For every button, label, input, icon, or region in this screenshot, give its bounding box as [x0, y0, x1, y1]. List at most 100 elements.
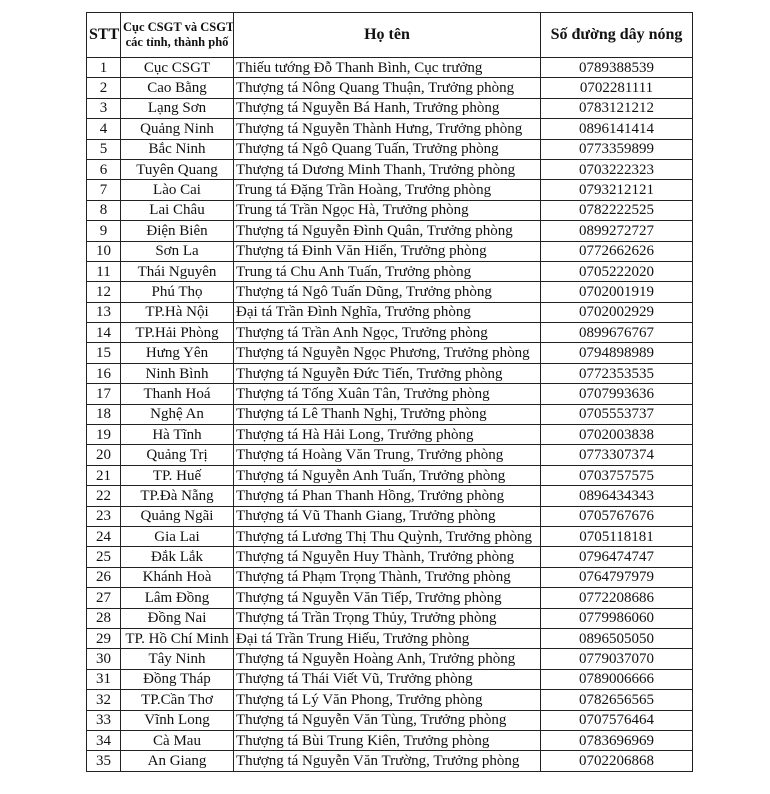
cell-unit: Quảng Ngãi — [120, 505, 234, 527]
cell-unit: Sơn La — [120, 240, 234, 262]
cell-phone: 0702002929 — [540, 301, 693, 324]
cell-stt: 31 — [86, 668, 121, 691]
cell-stt: 27 — [86, 587, 121, 609]
cell-phone: 0773359899 — [540, 138, 693, 160]
table-row: 34 Cà Mau Thượng tá Bùi Trung Kiên, Trưởng… — [86, 729, 693, 752]
cell-phone: 0789388539 — [540, 56, 693, 79]
cell-name: Thượng tá Nguyễn Thành Hưng, Trưởng phòn… — [233, 118, 541, 140]
cell-unit: An Giang — [120, 750, 234, 772]
cell-unit: Ninh Bình — [120, 362, 234, 385]
cell-unit: Gia Lai — [120, 525, 234, 548]
cell-unit: Điện Biên — [120, 220, 234, 242]
cell-name: Thượng tá Nông Quang Thuận, Trưởng phòng — [233, 77, 541, 99]
table-row: 13 TP.Hà Nội Đại tá Trần Đình Nghĩa, Trưởn… — [86, 301, 693, 324]
cell-unit: Cao Bằng — [120, 77, 234, 99]
cell-phone: 0789006666 — [540, 668, 693, 691]
cell-name: Thượng tá Nguyễn Bá Hanh, Trưởng phòng — [233, 97, 541, 120]
table-row: 28 Đồng Nai Thượng tá Trần Trọng Thủy, Trư… — [86, 607, 693, 629]
cell-unit: Khánh Hoà — [120, 566, 234, 589]
cell-name: Thượng tá Nguyễn Đức Tiến, Trưởng phòng — [233, 362, 541, 385]
cell-unit: TP.Cần Thơ — [120, 689, 234, 711]
cell-unit: Đắk Lắk — [120, 546, 234, 568]
cell-unit: Tây Ninh — [120, 648, 234, 670]
cell-unit: Quảng Ninh — [120, 118, 234, 140]
table-row: 15 Hưng Yên Thượng tá Nguyễn Ngọc Phương, … — [86, 342, 693, 364]
cell-stt: 2 — [86, 77, 121, 99]
cell-unit: Nghệ An — [120, 403, 234, 426]
cell-stt: 7 — [86, 179, 121, 201]
cell-unit: Cà Mau — [120, 729, 234, 752]
cell-unit: Lạng Sơn — [120, 97, 234, 120]
cell-stt: 9 — [86, 220, 121, 242]
table-row: 11 Thái Nguyên Trung tá Chu Anh Tuấn, Trưở… — [86, 260, 693, 283]
cell-phone: 0707993636 — [540, 383, 693, 405]
cell-unit: Phú Thọ — [120, 281, 234, 303]
table-row: 19 Hà Tĩnh Thượng tá Hà Hải Long, Trưởng p… — [86, 424, 693, 446]
cell-name: Thượng tá Hà Hải Long, Trưởng phòng — [233, 424, 541, 446]
cell-phone: 0896434343 — [540, 485, 693, 507]
cell-stt: 12 — [86, 281, 121, 303]
header-row: STT Cục CSGT và CSGT các tỉnh, thành phố… — [86, 12, 693, 58]
table-row: 33 Vĩnh Long Thượng tá Nguyễn Văn Tùng, Tr… — [86, 709, 693, 731]
cell-stt: 16 — [86, 362, 121, 385]
cell-name: Thượng tá Lương Thị Thu Quỳnh, Trưởng ph… — [233, 525, 541, 548]
cell-phone: 0782656565 — [540, 689, 693, 711]
cell-stt: 5 — [86, 138, 121, 160]
cell-name: Thượng tá Phan Thanh Hồng, Trưởng phòng — [233, 485, 541, 507]
cell-name: Trung tá Đặng Trần Hoàng, Trưởng phòng — [233, 179, 541, 201]
cell-unit: Hưng Yên — [120, 342, 234, 364]
cell-name: Đại tá Trần Trung Hiếu, Trưởng phòng — [233, 627, 541, 650]
cell-stt: 30 — [86, 648, 121, 670]
table-row: 10 Sơn La Thượng tá Đinh Văn Hiển, Trưởng … — [86, 240, 693, 262]
cell-name: Thượng tá Nguyễn Huy Thành, Trưởng phòng — [233, 546, 541, 568]
cell-phone: 0702001919 — [540, 281, 693, 303]
cell-name: Thượng tá Ngô Tuấn Dũng, Trưởng phòng — [233, 281, 541, 303]
cell-stt: 21 — [86, 464, 121, 487]
cell-phone: 0705553737 — [540, 403, 693, 426]
cell-name: Thượng tá Trần Anh Ngọc, Trưởng phòng — [233, 322, 541, 344]
cell-unit: Bắc Ninh — [120, 138, 234, 160]
cell-stt: 22 — [86, 485, 121, 507]
cell-phone: 0707576464 — [540, 709, 693, 731]
cell-stt: 3 — [86, 97, 121, 120]
cell-name: Thượng tá Lê Thanh Nghị, Trưởng phòng — [233, 403, 541, 426]
cell-phone: 0793212121 — [540, 179, 693, 201]
cell-phone: 0702206868 — [540, 750, 693, 772]
table-row: 1 Cục CSGT Thiếu tướng Đỗ Thanh Bình, Cục … — [86, 56, 693, 79]
cell-unit: TP.Đà Nẵng — [120, 485, 234, 507]
header-name: Họ tên — [233, 12, 541, 58]
cell-phone: 0772662626 — [540, 240, 693, 262]
cell-stt: 18 — [86, 403, 121, 426]
cell-unit: Đồng Tháp — [120, 668, 234, 691]
cell-unit: Tuyên Quang — [120, 158, 234, 181]
cell-stt: 10 — [86, 240, 121, 262]
header-stt: STT — [86, 12, 121, 58]
cell-unit: Lai Châu — [120, 199, 234, 222]
cell-phone: 0764797979 — [540, 566, 693, 589]
table-row: 23 Quảng Ngãi Thượng tá Vũ Thanh Giang, Tr… — [86, 505, 693, 527]
cell-phone: 0783696969 — [540, 729, 693, 752]
cell-name: Thượng tá Bùi Trung Kiên, Trưởng phòng — [233, 729, 541, 752]
cell-stt: 23 — [86, 505, 121, 527]
cell-name: Thượng tá Phạm Trọng Thành, Trưởng phòng — [233, 566, 541, 589]
cell-unit: TP.Hải Phòng — [120, 322, 234, 344]
header-unit: Cục CSGT và CSGT các tỉnh, thành phố — [120, 12, 234, 58]
cell-name: Trung tá Chu Anh Tuấn, Trưởng phòng — [233, 260, 541, 283]
cell-stt: 4 — [86, 118, 121, 140]
cell-stt: 8 — [86, 199, 121, 222]
header-phone: Số đường dây nóng — [540, 12, 693, 58]
cell-unit: Thái Nguyên — [120, 260, 234, 283]
cell-name: Thượng tá Dương Minh Thanh, Trưởng phòng — [233, 158, 541, 181]
table-row: 16 Ninh Bình Thượng tá Nguyễn Đức Tiến, Tr… — [86, 362, 693, 385]
cell-name: Đại tá Trần Đình Nghĩa, Trưởng phòng — [233, 301, 541, 324]
cell-name: Thượng tá Đinh Văn Hiển, Trưởng phòng — [233, 240, 541, 262]
cell-unit: Hà Tĩnh — [120, 424, 234, 446]
cell-name: Thiếu tướng Đỗ Thanh Bình, Cục trưởng — [233, 56, 541, 79]
cell-phone: 0796474747 — [540, 546, 693, 568]
header-unit-line1: Cục CSGT và CSGT — [123, 20, 234, 34]
table-row: 29 TP. Hồ Chí Minh Đại tá Trần Trung Hiếu,… — [86, 627, 693, 650]
table-row: 14 TP.Hải Phòng Thượng tá Trần Anh Ngọc, T… — [86, 322, 693, 344]
cell-phone: 0703222323 — [540, 158, 693, 181]
cell-name: Thượng tá Tống Xuân Tân, Trưởng phòng — [233, 383, 541, 405]
table-row: 3 Lạng Sơn Thượng tá Nguyễn Bá Hanh, Trưởn… — [86, 97, 693, 120]
